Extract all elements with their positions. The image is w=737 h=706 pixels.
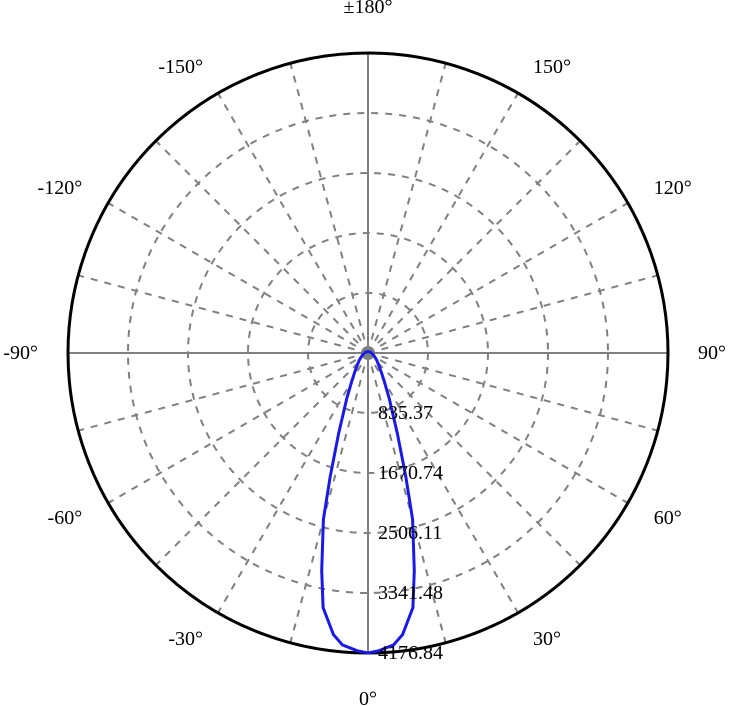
grid-spoke	[108, 203, 368, 353]
grid-spoke	[218, 93, 368, 353]
angle-label: 0°	[359, 688, 377, 706]
angle-label: 120°	[654, 177, 692, 199]
radial-label: 3341.48	[378, 582, 443, 604]
grid-spoke	[368, 141, 580, 353]
radial-label: 2506.11	[378, 522, 442, 544]
grid-spoke	[78, 275, 368, 353]
radial-label: 835.37	[378, 402, 433, 424]
angle-label: -120°	[38, 177, 83, 199]
polar-chart: 835.37 1670.74 2506.11 3341.48 4176.84 ±180° 1…	[0, 0, 737, 706]
angle-label: -90°	[3, 342, 38, 364]
radial-labels: 835.37 1670.74 2506.11 3341.48 4176.84	[378, 402, 443, 664]
grid-spoke	[78, 353, 368, 431]
grid-spoke	[368, 275, 658, 353]
grid-spoke	[218, 353, 368, 613]
grid-spoke	[156, 141, 368, 353]
grid-spoke	[290, 63, 368, 353]
angle-label: 150°	[533, 56, 571, 78]
grid-spoke	[368, 93, 518, 353]
grid-spoke	[156, 353, 368, 565]
angle-label: -30°	[168, 628, 203, 650]
angle-label: 60°	[654, 507, 682, 529]
angle-label: -60°	[48, 507, 83, 529]
angle-label: ±180°	[344, 0, 393, 18]
grid-spoke	[368, 63, 446, 353]
radial-label: 4176.84	[378, 642, 443, 664]
grid-spoke	[368, 203, 628, 353]
grid-spoke	[290, 353, 368, 643]
angle-label: 30°	[533, 628, 561, 650]
angle-label: 90°	[698, 342, 726, 364]
angle-label: -150°	[158, 56, 203, 78]
radial-label: 1670.74	[378, 462, 443, 484]
